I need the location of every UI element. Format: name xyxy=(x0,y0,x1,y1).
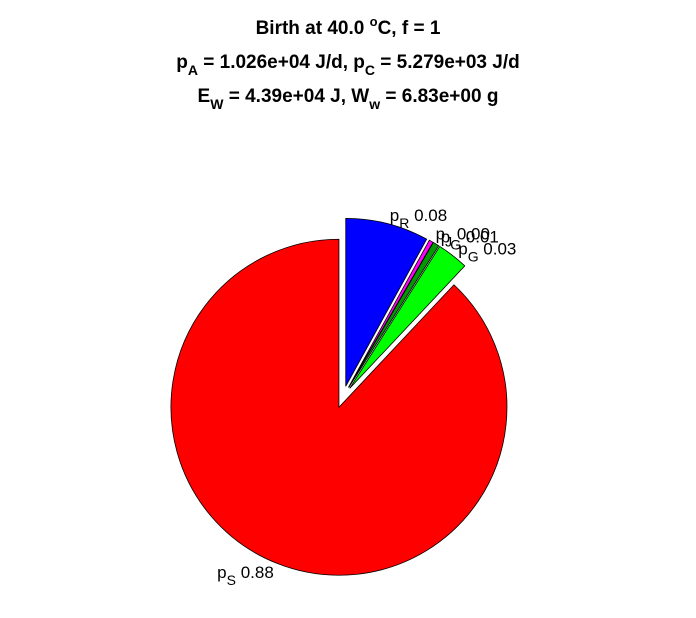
pie-slice-pS-4 xyxy=(170,238,508,576)
slice-label-pG-2: pG 0.01 xyxy=(441,227,499,252)
title-line-2: pA = 1.026e+04 J/d, pC = 5.279e+03 J/d xyxy=(176,52,519,78)
pie-slice-pG-2 xyxy=(348,241,440,388)
title-line-3: EW = 4.39e+04 J, Ww = 6.83e+00 g xyxy=(198,86,499,112)
pie-slice-pG-3 xyxy=(349,245,466,389)
slice-label-pS-4: pS 0.88 xyxy=(217,563,274,588)
slice-label-pJ-1: pJ 0.00 xyxy=(436,224,490,249)
slice-label-pG-3: pG 0.03 xyxy=(458,239,516,264)
title-line-1: Birth at 40.0 oC, f = 1 xyxy=(256,14,441,39)
pie-slice-pR-0 xyxy=(345,217,428,387)
pie-slices xyxy=(170,217,508,576)
chart-title: Birth at 40.0 oC, f = 1 pA = 1.026e+04 J/… xyxy=(176,14,519,112)
slice-label-pR-0: pR 0.08 xyxy=(390,206,447,231)
